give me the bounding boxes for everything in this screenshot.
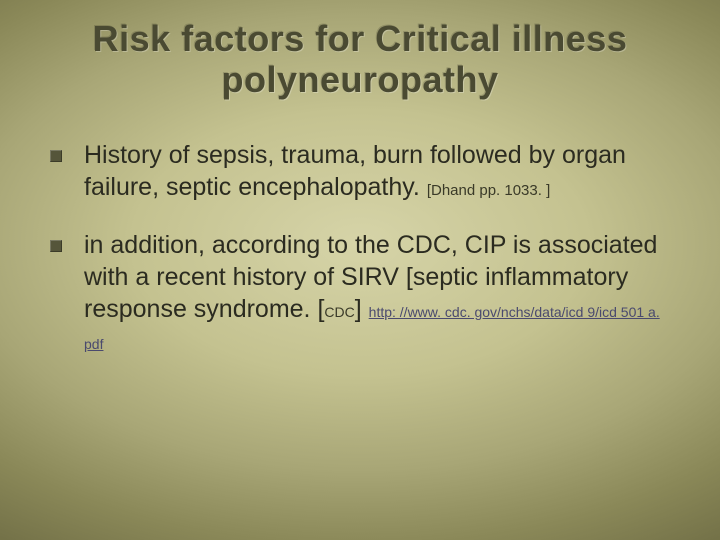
citation: [Dhand pp. 1033. ] — [427, 182, 550, 199]
slide: Risk factors for Critical illness polyne… — [0, 0, 720, 540]
bullet-item: in addition, according to the CDC, CIP i… — [46, 229, 678, 357]
bullet-text: ] — [355, 295, 369, 323]
citation: CDC — [324, 304, 354, 320]
slide-title: Risk factors for Critical illness polyne… — [42, 18, 678, 101]
bullet-list: History of sepsis, trauma, burn followed… — [42, 139, 678, 357]
bullet-item: History of sepsis, trauma, burn followed… — [46, 139, 678, 203]
